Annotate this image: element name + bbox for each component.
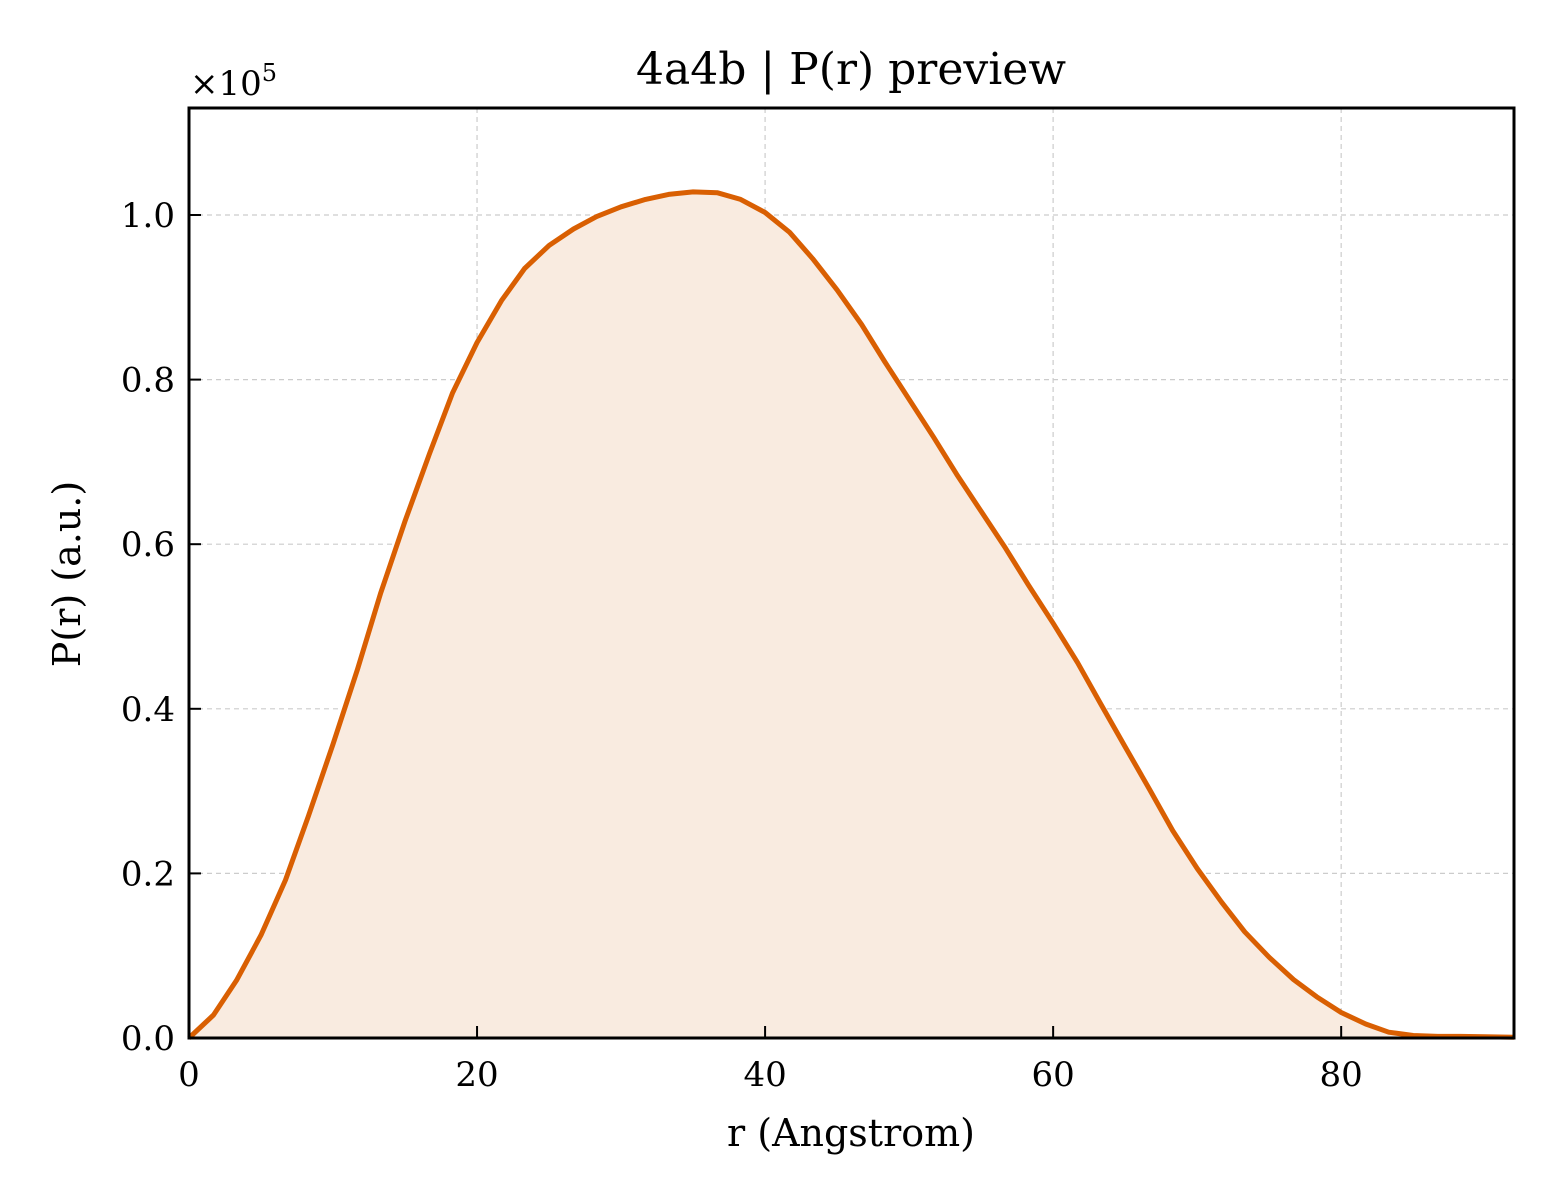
series-point — [306, 813, 311, 818]
series-point — [1051, 621, 1056, 626]
series-point — [1267, 955, 1272, 960]
series-point — [594, 214, 599, 219]
pr-area-fill — [189, 191, 1514, 1038]
series-point — [378, 591, 383, 596]
y-multiplier-base: ×10 — [190, 64, 262, 104]
series-point — [450, 390, 455, 395]
series-point — [1363, 1022, 1368, 1027]
series-point — [691, 189, 696, 194]
x-tick-label: 40 — [743, 1055, 786, 1095]
series-point — [931, 435, 936, 440]
series-point — [547, 243, 552, 248]
series-point — [810, 256, 815, 261]
series-point — [787, 230, 792, 235]
y-tick-label: 0.4 — [121, 690, 175, 730]
series-point — [715, 190, 720, 195]
series-point — [882, 359, 887, 364]
y-axis-label: P(r) (a.u.) — [45, 481, 89, 667]
series-point — [234, 978, 239, 983]
series-point — [979, 509, 984, 514]
series-point — [643, 197, 648, 202]
y-tick-label: 0.0 — [121, 1019, 175, 1059]
series-point — [259, 933, 264, 938]
series-point — [331, 742, 336, 747]
x-axis-label: r (Angstrom) — [727, 1111, 975, 1155]
plot-frame — [187, 106, 1516, 1040]
series-point — [1098, 701, 1103, 706]
series-point — [403, 519, 408, 524]
series-point — [666, 192, 671, 197]
series-point — [619, 204, 624, 209]
series-point — [1242, 929, 1247, 934]
series-point — [1314, 994, 1319, 999]
y-tick-label: 0.6 — [121, 525, 175, 565]
pr-series-line — [187, 189, 1515, 1040]
series-point — [1195, 866, 1200, 871]
series-point — [283, 878, 288, 883]
series-point — [835, 287, 840, 292]
series-point — [907, 397, 912, 402]
y-multiplier-label: ×105 — [190, 59, 277, 104]
series-point — [522, 266, 527, 271]
series-point — [954, 472, 959, 477]
series-point — [211, 1013, 216, 1018]
series-point — [1075, 660, 1080, 665]
y-multiplier-exponent: 5 — [262, 59, 277, 87]
x-tick-label: 80 — [1320, 1055, 1363, 1095]
tick-labels: 0 20 40 60 80 0.0 0.2 0.4 0.6 0.8 1.0 — [121, 196, 1363, 1095]
series-point — [1386, 1030, 1391, 1035]
series-point — [1003, 546, 1008, 551]
chart-title: 4a4b | P(r) preview — [636, 44, 1066, 95]
series-point — [1291, 977, 1296, 982]
series-point — [738, 197, 743, 202]
series-point — [355, 667, 360, 672]
axis-ticks — [188, 213, 1343, 1039]
y-tick-label: 0.8 — [121, 361, 175, 401]
series-point — [475, 340, 480, 345]
series-point — [1219, 900, 1224, 905]
y-tick-label: 1.0 — [121, 196, 175, 236]
series-point — [499, 298, 504, 303]
series-point — [1026, 583, 1031, 588]
series-point — [571, 227, 576, 232]
x-tick-label: 20 — [455, 1055, 498, 1095]
series-point — [427, 451, 432, 456]
series-point — [859, 322, 864, 327]
series-point — [1170, 828, 1175, 833]
series-point — [1123, 744, 1128, 749]
x-tick-label: 60 — [1031, 1055, 1074, 1095]
series-point — [763, 210, 768, 215]
series-point — [1339, 1010, 1344, 1015]
series-point — [1147, 787, 1152, 792]
y-tick-label: 0.2 — [121, 854, 175, 894]
x-tick-label: 0 — [178, 1055, 200, 1095]
